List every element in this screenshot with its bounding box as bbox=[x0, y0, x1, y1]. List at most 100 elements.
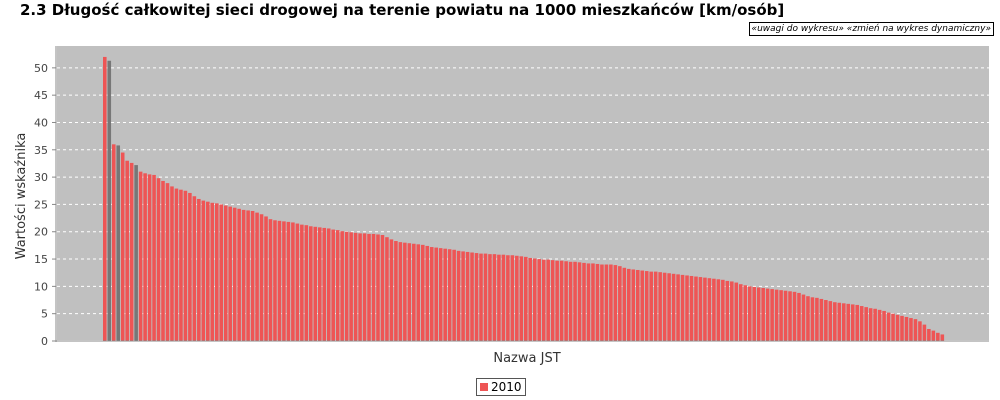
bar bbox=[434, 247, 439, 341]
bar bbox=[550, 260, 555, 341]
bar bbox=[488, 254, 492, 341]
bar bbox=[201, 200, 206, 341]
bar bbox=[859, 306, 864, 341]
bar bbox=[237, 208, 241, 341]
bar bbox=[649, 271, 653, 341]
bar bbox=[385, 237, 389, 341]
y-tick-label: 0 bbox=[41, 335, 48, 348]
bar bbox=[882, 310, 886, 341]
bar bbox=[407, 243, 412, 341]
bar bbox=[940, 334, 945, 341]
y-axis-label: Wartości wskaźnika bbox=[14, 133, 29, 260]
bar bbox=[582, 262, 586, 341]
bar bbox=[891, 313, 895, 341]
bar bbox=[250, 210, 255, 341]
bar bbox=[398, 242, 403, 341]
bar bbox=[138, 171, 143, 341]
bar bbox=[609, 264, 613, 341]
bar bbox=[286, 221, 291, 341]
bar bbox=[214, 203, 219, 341]
bar bbox=[309, 226, 313, 341]
bar bbox=[331, 229, 335, 341]
bar bbox=[497, 254, 501, 341]
bar bbox=[524, 256, 528, 341]
bar bbox=[797, 292, 801, 341]
bar bbox=[788, 291, 792, 341]
y-tick-label: 40 bbox=[34, 116, 48, 129]
bar bbox=[868, 308, 873, 341]
bar bbox=[501, 254, 506, 341]
x-axis-label: Nazwa JST bbox=[493, 351, 560, 366]
y-tick-label: 5 bbox=[41, 308, 48, 321]
bar bbox=[353, 232, 358, 341]
bar bbox=[707, 278, 712, 341]
bar bbox=[855, 304, 860, 341]
bar bbox=[595, 263, 600, 341]
bar bbox=[412, 243, 416, 341]
bar bbox=[833, 302, 837, 341]
legend-swatch bbox=[480, 383, 488, 391]
bar bbox=[640, 270, 645, 341]
bar bbox=[837, 302, 842, 341]
bar bbox=[730, 281, 734, 341]
bar bbox=[877, 309, 882, 341]
bar bbox=[394, 241, 398, 341]
bar bbox=[179, 189, 183, 341]
bar bbox=[528, 257, 533, 341]
bar bbox=[438, 248, 443, 341]
bar bbox=[506, 255, 510, 341]
bar bbox=[568, 261, 573, 341]
bar bbox=[689, 275, 694, 341]
bar bbox=[103, 56, 107, 342]
bar bbox=[241, 209, 246, 341]
bar bbox=[510, 255, 515, 341]
bar bbox=[577, 262, 582, 341]
bar bbox=[371, 233, 376, 341]
bar bbox=[223, 205, 228, 341]
bar bbox=[698, 277, 703, 341]
bar bbox=[555, 260, 559, 341]
bar bbox=[922, 324, 927, 341]
bar bbox=[586, 263, 591, 341]
bar bbox=[864, 307, 868, 341]
bar bbox=[873, 308, 877, 341]
bar bbox=[273, 220, 277, 341]
bar bbox=[349, 232, 353, 341]
bar bbox=[824, 300, 828, 341]
bar bbox=[147, 174, 152, 341]
bar bbox=[206, 201, 210, 341]
bar bbox=[291, 222, 295, 341]
bar bbox=[425, 245, 430, 341]
bar bbox=[559, 260, 564, 341]
bar bbox=[613, 265, 618, 341]
bar bbox=[264, 216, 268, 341]
bar bbox=[604, 264, 609, 341]
bar bbox=[591, 263, 595, 341]
bar bbox=[380, 235, 385, 341]
bar bbox=[300, 224, 304, 341]
bar bbox=[277, 220, 282, 341]
bar bbox=[134, 165, 138, 341]
bar bbox=[904, 316, 909, 341]
dynamic-chart-link[interactable]: «zmień na wykres dynamiczny» bbox=[846, 24, 991, 34]
bar bbox=[546, 259, 550, 341]
bar bbox=[403, 242, 407, 341]
bar bbox=[815, 297, 819, 341]
bar bbox=[537, 259, 542, 341]
bar bbox=[515, 255, 519, 341]
bar bbox=[627, 268, 631, 341]
y-tick-label: 20 bbox=[34, 226, 48, 239]
bar bbox=[125, 160, 129, 341]
chart-notes-link[interactable]: «uwagi do wykresu» bbox=[751, 24, 844, 34]
bar bbox=[801, 294, 806, 341]
bar bbox=[376, 234, 380, 341]
bar bbox=[188, 192, 192, 341]
bar bbox=[918, 321, 922, 341]
bar bbox=[474, 253, 479, 341]
bar bbox=[895, 314, 900, 341]
bar bbox=[479, 253, 483, 341]
bar bbox=[170, 186, 174, 341]
bar bbox=[770, 289, 774, 341]
bar bbox=[618, 266, 622, 341]
